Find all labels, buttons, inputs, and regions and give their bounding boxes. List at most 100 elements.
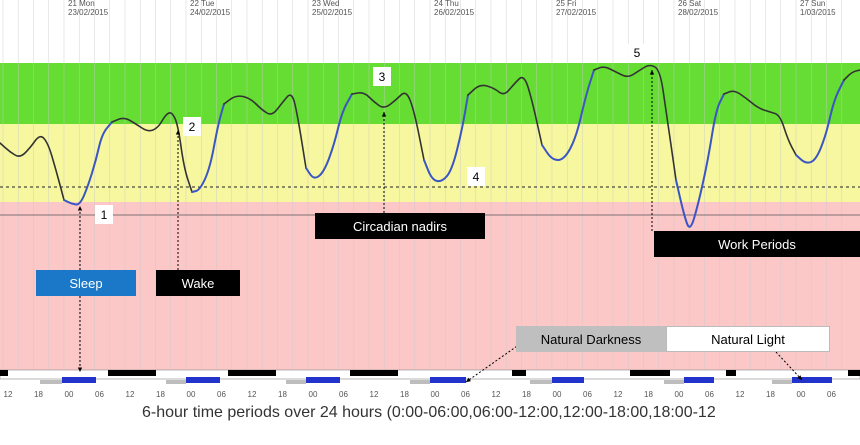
day-label: 27 Sun bbox=[800, 0, 825, 8]
sleep-curve-segment bbox=[305, 93, 353, 179]
darkness-block bbox=[286, 380, 306, 384]
circadian-nadirs-label: Circadian nadirs bbox=[315, 213, 485, 239]
sleep-block bbox=[684, 377, 714, 383]
day-label: 22 Tue bbox=[190, 0, 215, 8]
natural-darkness-label: Natural Darkness bbox=[516, 326, 666, 352]
work-block bbox=[848, 370, 860, 376]
sleep-arrow-up-head bbox=[77, 206, 83, 211]
sleep-block bbox=[62, 377, 96, 383]
sleep-block bbox=[552, 377, 584, 383]
awake-curve-segment bbox=[351, 92, 425, 161]
hour-tick-label: 00 bbox=[187, 390, 196, 399]
hour-tick-label: 12 bbox=[492, 390, 501, 399]
work-arrow-head bbox=[649, 70, 655, 75]
sleep-curve-segment bbox=[63, 121, 113, 206]
date-label: 23/02/2015 bbox=[68, 8, 109, 17]
hour-tick-label: 06 bbox=[217, 390, 226, 399]
hour-tick-label: 00 bbox=[65, 390, 74, 399]
wake-arrow-head bbox=[175, 130, 181, 135]
awake-curve-segment bbox=[223, 94, 307, 169]
hour-tick-label: 06 bbox=[827, 390, 836, 399]
sleep-block bbox=[430, 377, 466, 383]
awake-curve-segment bbox=[723, 90, 797, 156]
hour-tick-label: 12 bbox=[370, 390, 379, 399]
sleep-curve-segment bbox=[795, 79, 845, 164]
sleep-block bbox=[186, 377, 220, 383]
day-label: 21 Mon bbox=[68, 0, 95, 8]
hour-tick-label: 00 bbox=[431, 390, 440, 399]
date-label: 24/02/2015 bbox=[190, 8, 231, 17]
sleep-curve-segment bbox=[675, 93, 725, 228]
work-block bbox=[228, 370, 276, 376]
date-label: 1/03/2015 bbox=[800, 8, 836, 17]
hour-tick-label: 12 bbox=[248, 390, 257, 399]
darkness-block bbox=[40, 380, 62, 384]
date-label: 25/02/2015 bbox=[312, 8, 353, 17]
hour-tick-label: 18 bbox=[400, 390, 409, 399]
darkness-block bbox=[410, 380, 430, 384]
darkness-arrow-head bbox=[466, 377, 471, 382]
hour-tick-label: 06 bbox=[461, 390, 470, 399]
sleep-block bbox=[792, 377, 832, 383]
awake-curve-segment bbox=[843, 69, 860, 81]
wake-label: Wake bbox=[156, 270, 240, 296]
hour-tick-label: 06 bbox=[583, 390, 592, 399]
work-periods-label: Work Periods bbox=[654, 231, 860, 257]
awake-curve-segment bbox=[467, 76, 543, 146]
hour-tick-label: 00 bbox=[309, 390, 318, 399]
hour-tick-label: 06 bbox=[339, 390, 348, 399]
hour-tick-label: 12 bbox=[736, 390, 745, 399]
marker-2: 2 bbox=[183, 117, 201, 136]
date-label: 26/02/2015 bbox=[434, 8, 475, 17]
darkness-block bbox=[772, 380, 792, 384]
hour-tick-label: 18 bbox=[34, 390, 43, 399]
nadir-arrow-head bbox=[381, 112, 387, 117]
hour-tick-label: 18 bbox=[156, 390, 165, 399]
hour-tick-label: 00 bbox=[797, 390, 806, 399]
hour-tick-label: 06 bbox=[705, 390, 714, 399]
hour-tick-label: 18 bbox=[766, 390, 775, 399]
hour-tick-label: 00 bbox=[553, 390, 562, 399]
awake-curve-segment bbox=[0, 135, 65, 201]
work-block bbox=[726, 370, 736, 376]
day-label: 25 Fri bbox=[556, 0, 577, 8]
sleep-label: Sleep bbox=[36, 270, 136, 296]
date-label: 28/02/2015 bbox=[678, 8, 719, 17]
marker-3: 3 bbox=[373, 67, 391, 86]
darkness-arrow-line bbox=[465, 343, 521, 383]
work-block bbox=[108, 370, 156, 376]
sleep-arrow-down-head bbox=[77, 367, 83, 372]
sleep-block bbox=[306, 377, 340, 383]
sleep-curve-segment bbox=[191, 103, 225, 193]
day-label: 24 Thu bbox=[434, 0, 459, 8]
day-label: 23 Wed bbox=[312, 0, 339, 8]
hour-tick-label: 12 bbox=[4, 390, 13, 399]
x-axis-caption: 6-hour time periods over 24 hours (0:00-… bbox=[142, 404, 716, 421]
awake-curve-segment bbox=[111, 112, 193, 193]
hour-tick-label: 18 bbox=[278, 390, 287, 399]
light-arrow-head bbox=[797, 375, 802, 380]
marker-4: 4 bbox=[467, 167, 485, 186]
work-block bbox=[350, 370, 398, 376]
work-block bbox=[630, 370, 670, 376]
marker-5: 5 bbox=[628, 44, 646, 62]
sleep-curve-segment bbox=[423, 94, 469, 183]
work-block bbox=[0, 370, 8, 376]
hour-tick-label: 00 bbox=[675, 390, 684, 399]
natural-light-label: Natural Light bbox=[666, 326, 830, 352]
darkness-block bbox=[530, 380, 552, 384]
darkness-block bbox=[664, 380, 684, 384]
day-label: 26 Sat bbox=[678, 0, 702, 8]
darkness-block bbox=[166, 380, 186, 384]
marker-1: 1 bbox=[95, 205, 113, 224]
hour-tick-label: 06 bbox=[95, 390, 104, 399]
work-block bbox=[512, 370, 526, 376]
date-label: 27/02/2015 bbox=[556, 8, 597, 17]
sleep-curve-segment bbox=[541, 69, 595, 162]
hour-tick-label: 12 bbox=[126, 390, 135, 399]
hour-tick-label: 18 bbox=[522, 390, 531, 399]
awake-curve-segment bbox=[593, 64, 677, 181]
hour-tick-label: 18 bbox=[644, 390, 653, 399]
hour-tick-label: 12 bbox=[614, 390, 623, 399]
